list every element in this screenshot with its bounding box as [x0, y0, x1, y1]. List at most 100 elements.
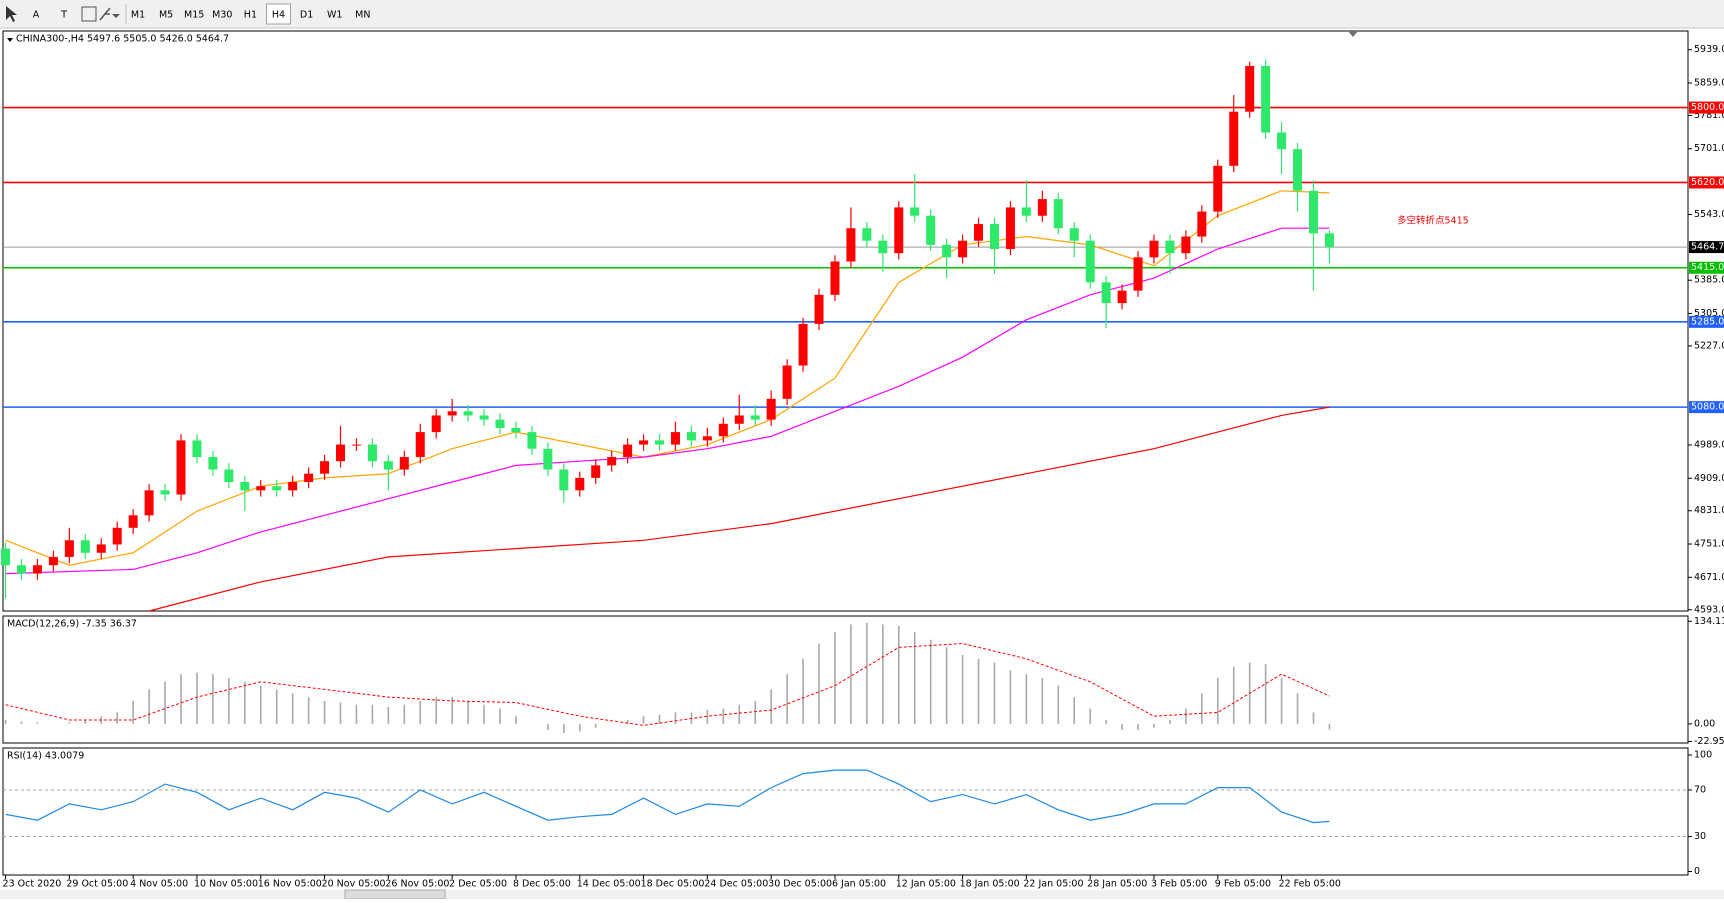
y-tick-label: 4909.0	[1694, 473, 1724, 484]
x-tick-label: 29 Oct 05:00	[66, 879, 128, 890]
timeframe-button[interactable]: W1	[327, 10, 342, 21]
y-tick-label: 5701.0	[1694, 143, 1724, 154]
y-tick-label: 100	[1694, 749, 1712, 760]
level-label: 5620.0	[1691, 177, 1724, 188]
header-arrow	[7, 38, 13, 42]
candle-body	[1277, 132, 1287, 150]
candle-body	[224, 469, 234, 483]
y-tick-label: 0	[1694, 866, 1700, 877]
candle-body	[336, 444, 346, 462]
candle-body	[48, 556, 58, 566]
macd-signal	[5, 642, 1330, 726]
candle-body	[1308, 190, 1318, 234]
timeframe-button[interactable]: H1	[244, 10, 257, 21]
y-tick-label: 70	[1694, 784, 1706, 795]
timeframe-button[interactable]: H4	[272, 10, 285, 21]
level-label: 5464.7	[1691, 242, 1724, 253]
y-tick-label: 5227.0	[1694, 340, 1724, 351]
x-tick-label: 22 Feb 05:00	[1279, 879, 1341, 890]
x-tick-label: 4 Nov 05:00	[130, 879, 188, 890]
candle-body	[1, 548, 11, 566]
y-tick-label: -22.95	[1694, 736, 1724, 747]
candle-body	[304, 473, 314, 483]
y-tick-label: 4593.0	[1694, 604, 1724, 615]
candle-body	[128, 515, 138, 528]
candle-body	[958, 240, 968, 258]
moving-average	[5, 190, 1330, 566]
candle-body	[495, 419, 505, 428]
candle-body	[1053, 199, 1063, 229]
candle-body	[655, 440, 665, 445]
x-tick-label: 3 Feb 05:00	[1151, 879, 1207, 890]
candle-body	[1261, 65, 1271, 133]
y-tick-label: 0.00	[1694, 718, 1715, 729]
x-tick-label: 18 Jan 05:00	[960, 879, 1020, 890]
text-tool[interactable]: T	[60, 10, 67, 21]
candle-body	[1021, 207, 1031, 216]
y-tick-label: 134.11	[1694, 616, 1724, 627]
x-tick-label: 18 Dec 05:00	[641, 879, 705, 890]
candle-body	[543, 448, 553, 470]
x-tick-label: 14 Dec 05:00	[577, 879, 641, 890]
candle-body	[607, 457, 617, 466]
candle-body	[846, 228, 856, 262]
candle-body	[798, 323, 808, 366]
candle-body	[894, 207, 904, 254]
candle-body	[878, 240, 888, 254]
text-tool[interactable]: A	[33, 10, 40, 21]
x-tick-label: 23 Oct 2020	[3, 879, 62, 890]
candle-body	[750, 415, 760, 420]
candle-body	[160, 490, 170, 495]
candle-body	[367, 444, 377, 462]
candle-body	[144, 490, 154, 516]
panel-title: MACD(12,26,9) -7.35 36.37	[7, 619, 137, 630]
candle-body	[351, 444, 361, 446]
candle-body	[670, 432, 680, 445]
candle-body	[80, 540, 90, 553]
timeframe-button[interactable]: MN	[355, 10, 370, 21]
timeframe-button[interactable]: M30	[212, 10, 232, 21]
candle-body	[1293, 149, 1303, 191]
level-label-bg	[1689, 176, 1724, 189]
y-tick-label: 5385.0	[1694, 275, 1724, 286]
candle-body	[926, 215, 936, 245]
level-label-bg	[1689, 401, 1724, 414]
draw-icon[interactable]	[99, 7, 111, 21]
tab-strip	[0, 890, 1724, 899]
candle-body	[989, 224, 999, 250]
timeframe-button[interactable]: D1	[300, 10, 313, 21]
timeframe-button[interactable]: M1	[131, 10, 145, 21]
candle-body	[1197, 211, 1207, 237]
candle-body	[112, 527, 122, 545]
candle-body	[17, 565, 27, 574]
candle-body	[447, 411, 457, 416]
draw-menu-arrow[interactable]	[112, 14, 120, 18]
x-tick-label: 20 Nov 05:00	[322, 879, 386, 890]
candle-body	[399, 457, 409, 470]
text-box-icon[interactable]	[81, 6, 97, 22]
candle-body	[96, 544, 106, 553]
candle-body	[64, 540, 74, 557]
y-tick-label: 4989.0	[1694, 439, 1724, 450]
candle-body	[479, 415, 489, 420]
candle-body	[320, 461, 330, 474]
moving-average	[148, 406, 1330, 612]
candle-body	[272, 486, 282, 491]
candle-body	[862, 228, 872, 241]
candle-body	[734, 415, 744, 424]
x-tick-label: 9 Feb 05:00	[1215, 879, 1271, 890]
shift-marker	[1348, 31, 1358, 37]
panel-title: CHINA300-,H4 5497.6 5505.0 5426.0 5464.7	[16, 34, 229, 45]
candle-body	[782, 365, 792, 399]
x-tick-label: 24 Dec 05:00	[704, 879, 768, 890]
rsi-line	[5, 769, 1330, 824]
candle-body	[511, 427, 521, 433]
active-timeframe-bg[interactable]	[266, 3, 291, 25]
timeframe-button[interactable]: M15	[184, 10, 204, 21]
chart-tab[interactable]	[344, 889, 446, 900]
timeframe-button[interactable]: M5	[159, 10, 173, 21]
cursor-icon[interactable]	[6, 6, 17, 22]
candle-body	[1037, 199, 1047, 216]
